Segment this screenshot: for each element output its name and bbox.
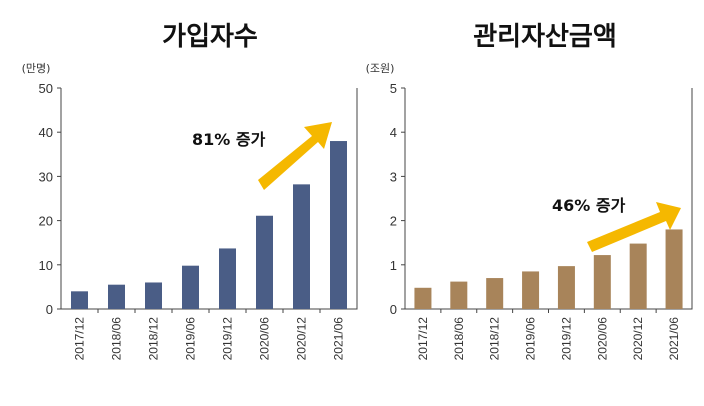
x-tick-label: 2020/12	[295, 317, 309, 361]
y-tick-label: 4	[390, 125, 397, 140]
y-tick-label: 10	[39, 258, 53, 273]
x-tick-label: 2020/12	[631, 317, 645, 361]
bar-2021-06	[665, 229, 683, 309]
bar-2018-06	[450, 281, 468, 309]
bar-2019-06	[522, 271, 540, 309]
y-tick-label: 30	[39, 169, 53, 184]
y-tick-label: 3	[390, 169, 397, 184]
y-tick-label: 40	[39, 125, 53, 140]
y-tick-label: 0	[390, 302, 397, 317]
bar-2020-06	[256, 215, 273, 309]
x-tick-label: 2018/06	[452, 317, 466, 361]
arrow-icon	[587, 202, 681, 252]
bar-2018-12	[486, 278, 504, 309]
x-tick-label: 2018/12	[488, 317, 502, 361]
y-axis: 0 1 2 3 4 5	[390, 81, 405, 317]
x-tick-label: 2017/12	[416, 317, 430, 361]
x-tick-label: 2020/06	[595, 317, 609, 361]
x-tick-label: 2019/12	[221, 317, 235, 361]
growth-annotation: 46% 증가	[552, 196, 681, 252]
bar-2019-12	[219, 248, 236, 309]
x-tick-label: 2018/06	[110, 317, 124, 361]
x-tick-label: 2019/06	[524, 317, 538, 361]
x-axis: 2017/12 2018/06 2018/12 2019/06 2019/12 2020/…	[73, 309, 346, 360]
bar-2019-06	[182, 265, 199, 309]
plot-frame	[60, 88, 358, 310]
bar-2020-12	[293, 184, 310, 309]
bar-2020-12	[629, 243, 647, 309]
y-axis: 0 10 20 30 40 50	[39, 81, 61, 317]
assets-chart: 관리자산금액 (조원) 0 1 2 3 4 5 2017/12 2018/06 2018/12…	[366, 22, 693, 360]
y-tick-label: 50	[39, 81, 53, 96]
x-tick-label: 2019/12	[559, 317, 573, 361]
chart-title: 가입자수	[162, 22, 258, 52]
plot-frame	[404, 88, 693, 310]
y-unit-label: (만명)	[22, 62, 51, 75]
annotation-label: 46% 증가	[552, 196, 626, 215]
x-tick-label: 2017/12	[73, 317, 87, 361]
bar-2019-12	[557, 266, 575, 309]
y-tick-label: 1	[390, 258, 397, 273]
bar-2017-12	[71, 291, 88, 309]
y-tick-label: 20	[39, 214, 53, 229]
bar-2020-06	[593, 255, 611, 309]
y-unit-label: (조원)	[366, 62, 395, 75]
bar-2018-12	[145, 282, 162, 309]
y-tick-label: 0	[46, 302, 53, 317]
x-axis: 2017/12 2018/06 2018/12 2019/06 2019/12 2020/…	[416, 309, 681, 360]
x-tick-label: 2019/06	[184, 317, 198, 361]
y-tick-label: 2	[390, 214, 397, 229]
subscribers-chart: 가입자수 (만명) 0 10 20 30 40 50 2017/12 2018/06 2018…	[22, 22, 358, 360]
bar-2018-06	[108, 284, 125, 309]
bar-2017-12	[414, 287, 432, 309]
chart-title: 관리자산금액	[473, 22, 617, 52]
annotation-label: 81% 증가	[192, 130, 266, 149]
x-tick-label: 2021/06	[332, 317, 346, 361]
y-tick-label: 5	[390, 81, 397, 96]
bars	[71, 141, 347, 309]
x-tick-label: 2018/12	[147, 317, 161, 361]
x-tick-label: 2020/06	[258, 317, 272, 361]
growth-annotation: 81% 증가	[192, 122, 332, 190]
x-tick-label: 2021/06	[667, 317, 681, 361]
bars	[414, 229, 683, 309]
bar-2021-06	[330, 141, 347, 309]
arrow-icon	[258, 122, 332, 190]
